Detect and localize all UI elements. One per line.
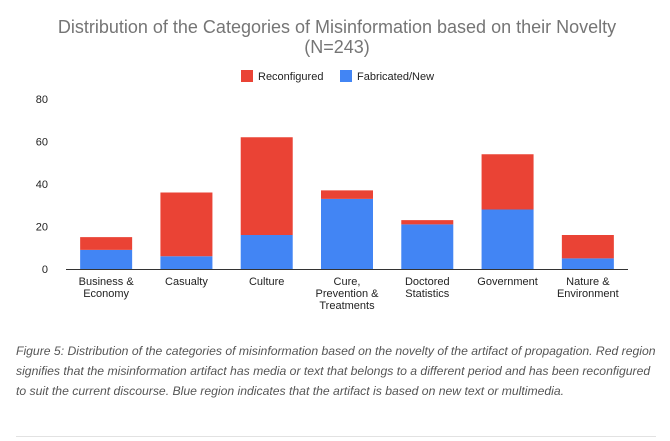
bar-segment-fabricated-new: [80, 249, 133, 269]
y-tick-label: 20: [36, 222, 48, 234]
bar-segment-fabricated-new: [561, 258, 614, 269]
x-tick-label: Cure, Prevention & Treatments: [316, 276, 380, 312]
legend-swatch: [241, 70, 253, 82]
bar-segment-fabricated-new: [240, 235, 293, 269]
x-tick-label: Casualty: [165, 276, 208, 288]
legend-label: Reconfigured: [258, 71, 323, 83]
x-tick-label: Culture: [249, 276, 284, 288]
legend-label: Fabricated/New: [357, 71, 434, 83]
chart-title-line: (N=243): [304, 37, 370, 57]
y-tick-label: 80: [36, 94, 48, 106]
x-tick-label: Doctored Statistics: [405, 276, 450, 300]
y-tick-label: 40: [36, 179, 48, 191]
x-tick-label: Nature & Environment: [557, 276, 619, 300]
bar-segment-reconfigured: [561, 235, 614, 259]
x-tick-label: Business & Economy: [79, 276, 135, 300]
bar-segment-fabricated-new: [401, 224, 454, 269]
bar-segment-reconfigured: [481, 154, 534, 210]
bar-segment-fabricated-new: [321, 198, 373, 269]
bar-segment-reconfigured: [321, 190, 373, 199]
chart-title-line: Distribution of the Categories of Misinf…: [58, 17, 616, 37]
divider: [16, 436, 656, 437]
bar-segment-reconfigured: [160, 192, 213, 257]
legend-swatch: [340, 70, 352, 82]
chart: Distribution of the Categories of Misinf…: [36, 17, 628, 312]
chart-svg: Distribution of the Categories of Misinf…: [36, 17, 628, 312]
y-tick-label: 60: [36, 137, 48, 149]
figure-caption: Figure 5: Distribution of the categories…: [16, 344, 656, 398]
bar-segment-reconfigured: [80, 237, 133, 250]
x-tick-label: Government: [477, 276, 538, 288]
y-tick-label: 0: [42, 264, 48, 276]
bar-segment-fabricated-new: [481, 209, 534, 269]
bar-segment-fabricated-new: [160, 256, 213, 269]
bar-segment-reconfigured: [240, 137, 293, 235]
bar-segment-reconfigured: [401, 220, 454, 225]
